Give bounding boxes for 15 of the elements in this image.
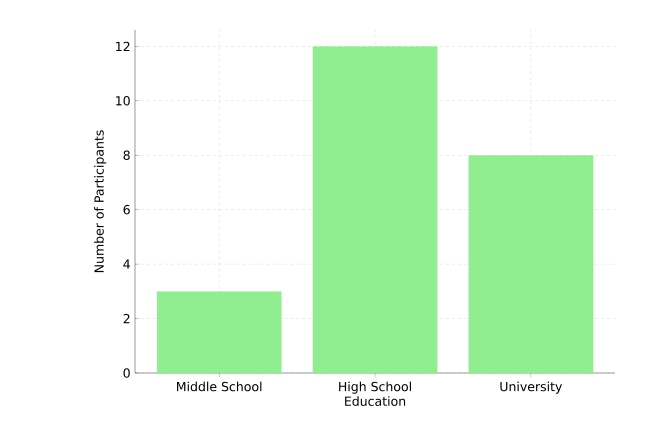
y-tick-label: 2 xyxy=(124,314,130,324)
bar xyxy=(468,155,594,373)
y-tick-label: 8 xyxy=(124,150,130,160)
y-tick-label: 4 xyxy=(123,260,130,269)
x-tick-label: High School xyxy=(339,382,411,394)
x-axis-title: Education xyxy=(345,396,406,406)
y-tick-label: 10 xyxy=(116,96,130,106)
bar xyxy=(312,46,438,373)
x-tick-label: Middle School xyxy=(177,382,262,392)
bar xyxy=(156,291,282,373)
x-tick-label: University xyxy=(500,382,562,394)
y-tick-label: 0 xyxy=(124,368,130,378)
y-axis-title: Number of Participants xyxy=(94,130,106,272)
y-tick-label: 6 xyxy=(124,204,130,214)
y-tick-label: 12 xyxy=(116,42,130,51)
